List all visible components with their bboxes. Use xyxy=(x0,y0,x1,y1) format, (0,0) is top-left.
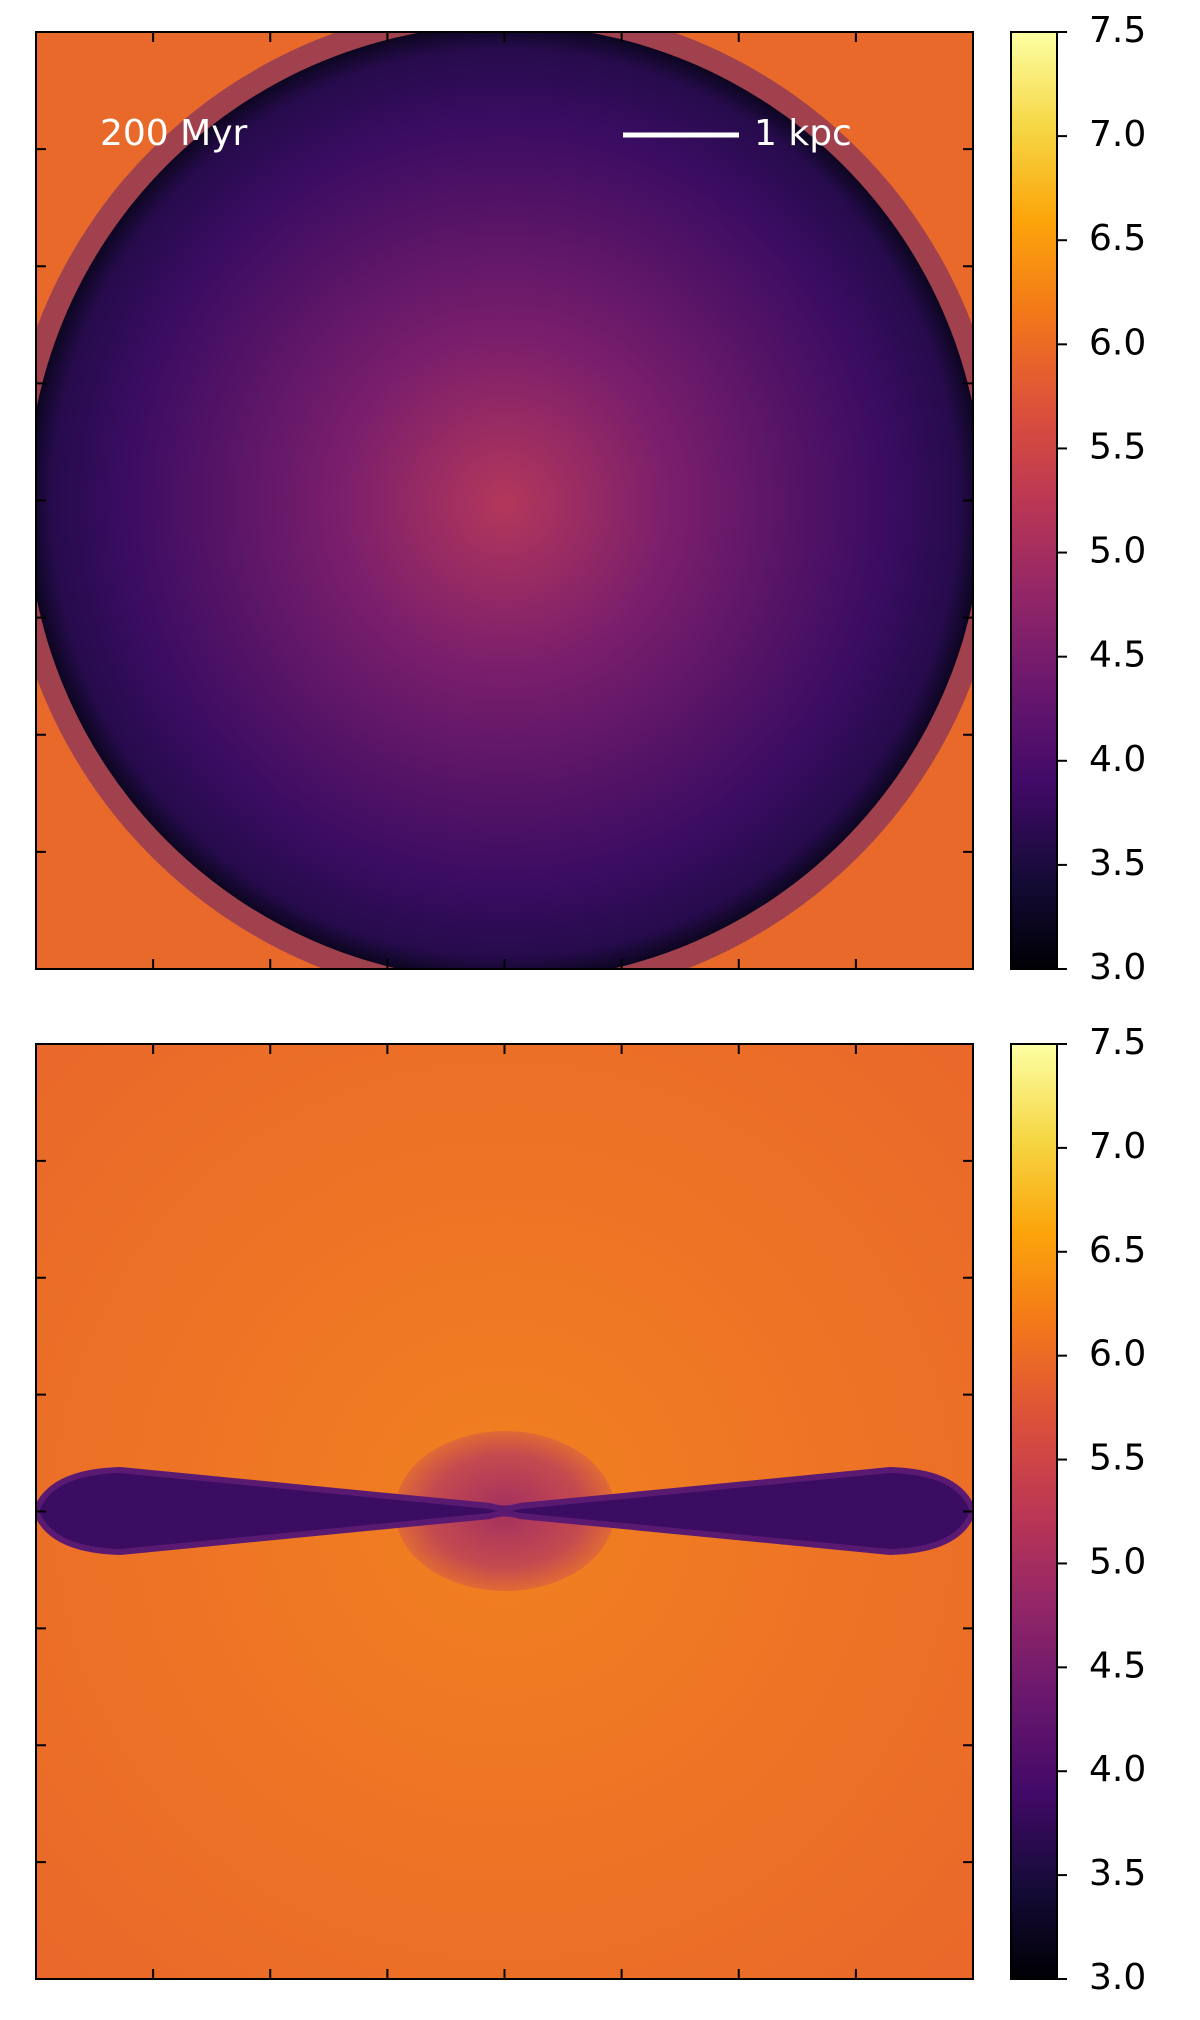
colorbar-tick-label: 6.0 xyxy=(1089,1334,1146,1375)
colorbar-tick-label: 7.5 xyxy=(1089,1022,1146,1063)
colorbar-tick-label: 5.0 xyxy=(1089,1541,1146,1582)
colorbar-tick-label: 6.5 xyxy=(1089,218,1146,259)
colorbar-tick-label: 3.5 xyxy=(1089,843,1146,884)
colorbar-tick-label: 3.0 xyxy=(1089,947,1146,988)
time-label: 200 Myr xyxy=(100,113,248,154)
colorbar-tick-label: 6.0 xyxy=(1089,322,1146,363)
colorbar-tick-label: 6.5 xyxy=(1089,1230,1146,1271)
image-bottom xyxy=(36,1044,973,1979)
image-top xyxy=(36,32,973,969)
colorbar-tick-label: 3.0 xyxy=(1089,1957,1146,1998)
scale-label: 1 kpc xyxy=(754,113,852,154)
colorbar xyxy=(1010,1043,1058,1980)
colorbar-tick-label: 7.5 xyxy=(1089,10,1146,51)
colorbar-tick-label: 7.0 xyxy=(1089,114,1146,155)
colorbar-tick-label: 4.0 xyxy=(1089,739,1146,780)
colorbar-tick-label: 5.0 xyxy=(1089,531,1146,572)
colorbar-tick-label: 5.5 xyxy=(1089,1438,1146,1479)
colorbar-tick-label: 4.0 xyxy=(1089,1749,1146,1790)
colorbar xyxy=(1010,31,1058,970)
colorbar-tick-label: 3.5 xyxy=(1089,1853,1146,1894)
colorbar-tick-label: 4.5 xyxy=(1089,635,1146,676)
colorbar-tick-label: 5.5 xyxy=(1089,426,1146,467)
colorbar-tick-label: 4.5 xyxy=(1089,1645,1146,1686)
colorbar-tick-label: 7.0 xyxy=(1089,1126,1146,1167)
